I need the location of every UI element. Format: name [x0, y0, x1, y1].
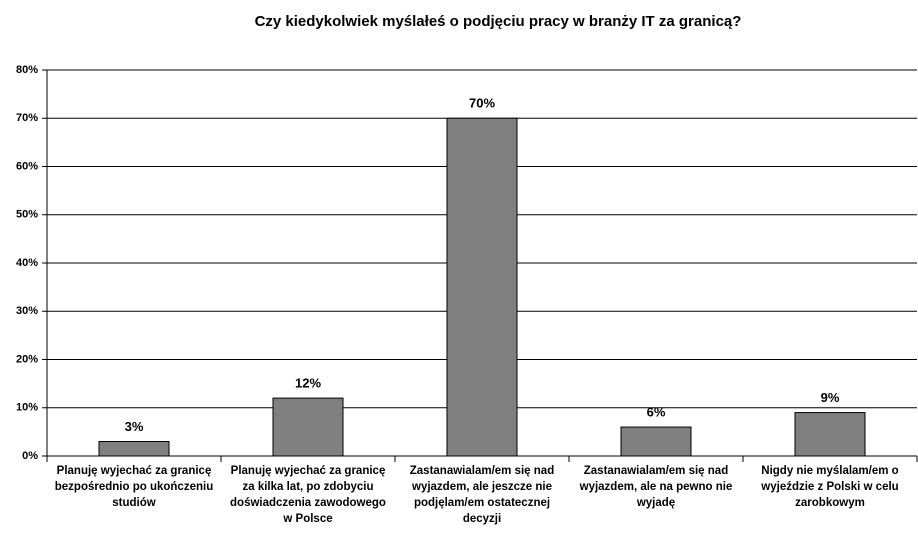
y-tick-label: 40% [16, 257, 38, 269]
bar [620, 426, 692, 457]
data-label: 12% [295, 376, 321, 391]
y-tick-label: 20% [16, 353, 38, 365]
y-tick-label: 80% [16, 64, 38, 76]
chart-title: Czy kiedykolwiek myślałeś o podjęciu pra… [255, 13, 742, 30]
x-tick-label: Zastanawialam/em się nad wyjazdem, ale j… [409, 465, 555, 525]
data-label: 9% [821, 390, 840, 405]
y-tick-label: 60% [16, 160, 38, 172]
data-label: 6% [647, 404, 666, 419]
data-label: 3% [125, 419, 144, 434]
bar [98, 441, 170, 457]
bar [446, 117, 518, 457]
y-tick-label: 70% [16, 112, 38, 124]
bar [794, 412, 866, 457]
x-tick-label: Planuję wyjechać za granicę za kilka lat… [230, 465, 386, 525]
y-tick-label: 10% [16, 402, 38, 414]
y-tick-label: 50% [16, 209, 38, 221]
bar [272, 397, 344, 457]
y-tick-label: 30% [16, 305, 38, 317]
data-label: 70% [469, 96, 495, 111]
x-tick-label: Nigdy nie myślalam/em o wyjeździe z Pols… [761, 465, 899, 509]
x-tick-label: Planuję wyjechać za granicę bezpośrednio… [54, 465, 214, 509]
x-tick-label: Zastanawialam/em się nad wyjazdem, ale n… [579, 465, 733, 509]
y-tick-label: 0% [22, 450, 38, 462]
